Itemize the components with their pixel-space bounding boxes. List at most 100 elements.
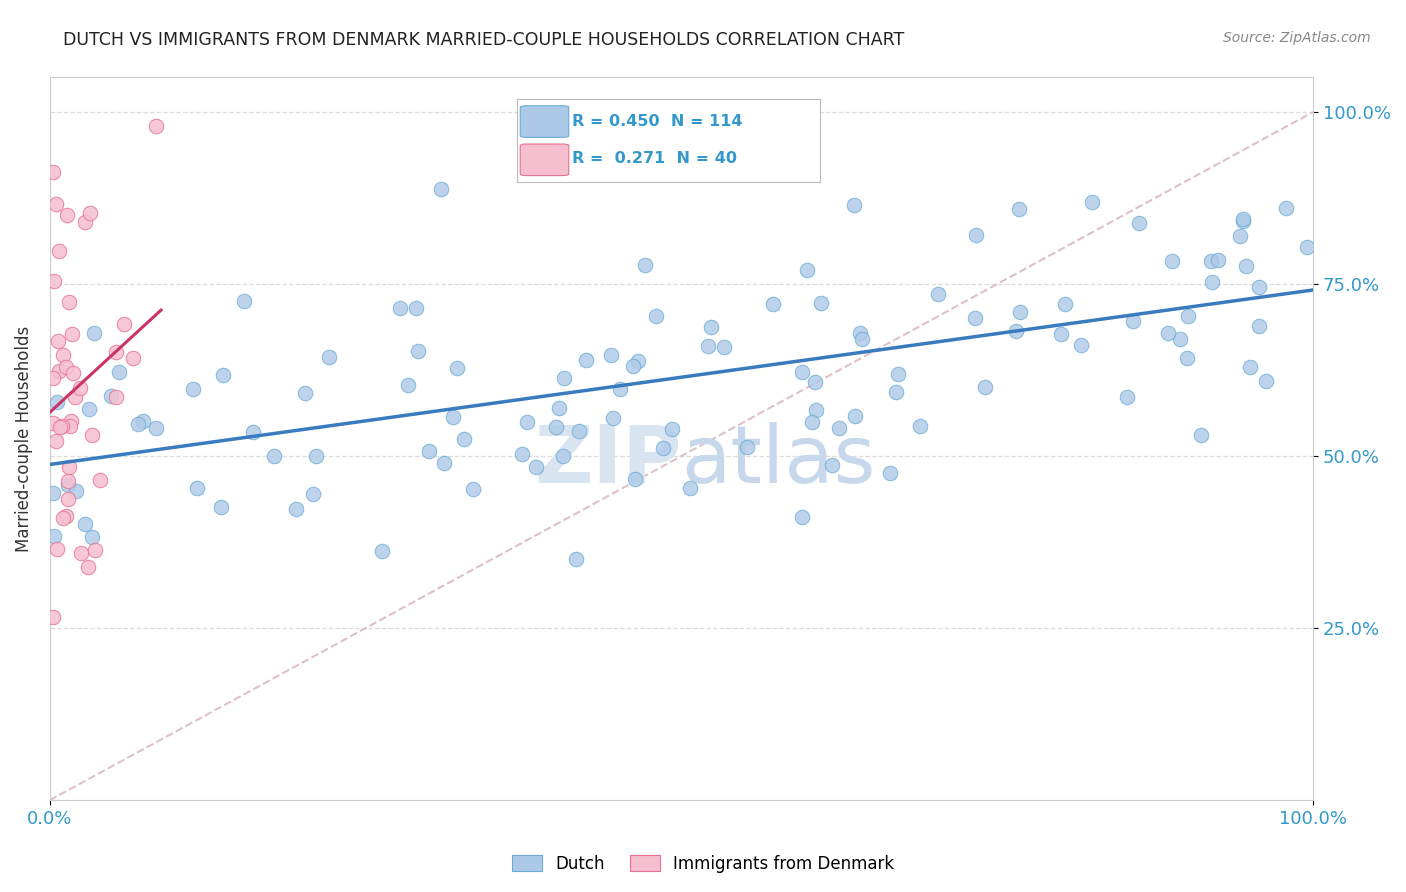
Point: [1010, 305, 1032, 319]
Point: [1122, 314, 1144, 328]
Point: [60, 327, 83, 342]
Point: [624, 472, 647, 486]
Point: [56, 478, 79, 492]
Point: [544, 420, 567, 434]
Point: [1239, 360, 1261, 375]
Point: [45, 197, 67, 211]
Point: [441, 409, 464, 424]
Point: [388, 301, 411, 315]
Point: [80, 428, 103, 442]
Point: [1157, 326, 1180, 340]
Point: [294, 386, 316, 401]
Point: [1247, 318, 1270, 333]
Point: [209, 500, 232, 514]
Point: [1128, 216, 1150, 230]
Point: [108, 365, 131, 379]
Point: [48, 364, 70, 378]
Point: [65, 484, 87, 499]
Point: [1274, 201, 1296, 215]
Point: [56, 491, 79, 506]
Point: [551, 449, 574, 463]
Point: [1201, 275, 1223, 289]
Point: [804, 403, 827, 417]
Point: [233, 294, 256, 309]
Point: [645, 309, 668, 323]
Point: [453, 432, 475, 446]
Point: [1189, 428, 1212, 442]
Point: [430, 182, 453, 196]
Point: [59, 418, 82, 433]
Point: [1081, 195, 1104, 210]
Point: [735, 441, 758, 455]
Point: [122, 351, 145, 365]
Text: ZIP: ZIP: [534, 422, 682, 500]
Point: [418, 443, 440, 458]
Point: [851, 331, 873, 345]
Point: [652, 441, 675, 455]
Point: [52, 348, 75, 362]
Point: [55, 509, 77, 524]
Point: [565, 552, 588, 566]
Point: [599, 348, 621, 362]
Point: [242, 425, 264, 439]
Point: [79, 206, 101, 220]
Point: [263, 450, 285, 464]
Point: [105, 390, 128, 404]
Point: [186, 481, 208, 495]
Point: [713, 340, 735, 354]
Point: [609, 382, 631, 396]
Point: [810, 296, 832, 310]
Point: [77, 402, 100, 417]
Point: [828, 421, 851, 435]
Point: [1229, 229, 1251, 244]
Point: [41, 485, 63, 500]
Point: [181, 382, 204, 396]
Point: [1234, 259, 1257, 273]
Point: [77, 559, 100, 574]
Point: [42, 528, 65, 542]
Point: [89, 473, 111, 487]
Point: [145, 119, 167, 133]
Point: [318, 350, 340, 364]
Point: [568, 424, 591, 438]
Point: [42, 610, 65, 624]
Point: [927, 287, 949, 301]
Point: [55, 359, 77, 374]
Point: [62, 367, 84, 381]
Point: [1206, 253, 1229, 268]
Point: [908, 418, 931, 433]
Point: [145, 421, 167, 435]
Point: [58, 475, 80, 489]
Point: [842, 198, 865, 212]
Point: [602, 410, 624, 425]
Point: [75, 215, 97, 229]
Point: [433, 456, 456, 470]
Point: [302, 487, 325, 501]
Point: [42, 371, 65, 385]
Point: [80, 529, 103, 543]
Point: [46, 541, 69, 556]
Point: [84, 542, 107, 557]
Point: [112, 318, 135, 332]
Point: [634, 258, 657, 272]
Point: [100, 389, 122, 403]
Point: [574, 353, 596, 368]
Point: [42, 416, 65, 430]
Legend: Dutch, Immigrants from Denmark: Dutch, Immigrants from Denmark: [505, 848, 901, 880]
Point: [879, 466, 901, 480]
Point: [697, 338, 720, 352]
Point: [371, 544, 394, 558]
Point: [73, 516, 96, 531]
Point: [1116, 390, 1139, 404]
Point: [70, 546, 93, 560]
Point: [627, 354, 650, 368]
Point: [1161, 254, 1184, 268]
Point: [42, 165, 65, 179]
Point: [284, 502, 307, 516]
Text: atlas: atlas: [682, 422, 876, 500]
Point: [526, 460, 548, 475]
Point: [52, 511, 75, 525]
Point: [58, 295, 80, 310]
Point: [83, 326, 105, 341]
Point: [1199, 253, 1222, 268]
